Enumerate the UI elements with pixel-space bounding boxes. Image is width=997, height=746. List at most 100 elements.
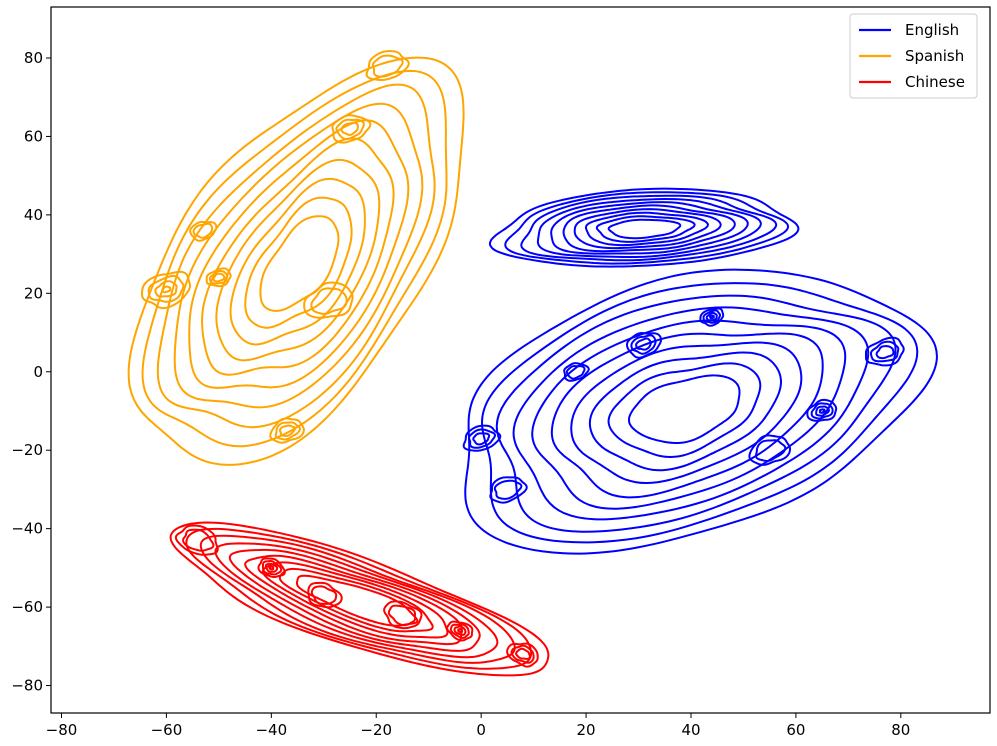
contour-line bbox=[506, 642, 539, 668]
contour-line bbox=[467, 428, 497, 449]
contour-line bbox=[335, 118, 365, 141]
contour-line bbox=[489, 476, 528, 504]
contour-line bbox=[595, 215, 696, 243]
contour-line bbox=[705, 311, 718, 322]
contour-line bbox=[531, 319, 847, 510]
contour-line bbox=[127, 56, 465, 466]
contour-line bbox=[550, 201, 749, 255]
contour-line bbox=[156, 83, 436, 429]
contour-line bbox=[154, 280, 178, 298]
contour-line bbox=[584, 211, 709, 247]
contour-line bbox=[495, 294, 897, 533]
x-tick-label: 0 bbox=[476, 721, 486, 739]
contour-line bbox=[488, 187, 800, 268]
contour-line bbox=[512, 306, 870, 521]
contour-line bbox=[562, 204, 736, 253]
contour-line bbox=[588, 351, 783, 472]
contour-line bbox=[453, 625, 467, 636]
contour-line bbox=[188, 119, 410, 389]
y-tick-label: 60 bbox=[24, 127, 43, 145]
x-tick-label: −80 bbox=[46, 721, 78, 739]
x-axis: −80 −60 −40 −20 0 20 40 60 80 bbox=[46, 713, 910, 739]
contour-line bbox=[815, 405, 830, 417]
contour-line bbox=[754, 439, 787, 463]
contour-line bbox=[699, 307, 725, 327]
contour-line bbox=[387, 604, 417, 627]
contour-series-english bbox=[462, 187, 938, 555]
contour-line bbox=[303, 281, 354, 319]
contour-line bbox=[174, 524, 219, 556]
contour-line bbox=[261, 560, 283, 576]
contour-line bbox=[806, 398, 838, 422]
contour-line bbox=[493, 479, 523, 500]
contour-line bbox=[331, 114, 372, 144]
y-tick-label: −60 bbox=[11, 598, 43, 616]
y-tick-label: −80 bbox=[11, 677, 43, 695]
x-tick-label: −40 bbox=[255, 721, 287, 739]
contour-line bbox=[607, 362, 762, 458]
contour-line bbox=[173, 102, 424, 409]
contour-line bbox=[189, 220, 218, 242]
contour-line bbox=[205, 267, 232, 288]
y-tick-label: 80 bbox=[24, 49, 43, 67]
contour-line bbox=[244, 554, 463, 646]
contour-line bbox=[457, 628, 464, 634]
contour-line bbox=[310, 585, 338, 605]
contour-line bbox=[295, 574, 419, 627]
contour-line bbox=[875, 345, 895, 360]
contour-line bbox=[748, 434, 792, 466]
contour-line bbox=[147, 274, 185, 303]
contour-line bbox=[709, 314, 715, 320]
contour-line bbox=[818, 408, 826, 414]
contour-line bbox=[199, 534, 516, 664]
x-tick-label: 60 bbox=[786, 721, 805, 739]
contour-line bbox=[215, 158, 381, 362]
contour-line bbox=[573, 208, 722, 250]
contour-line bbox=[365, 50, 410, 81]
contour-line bbox=[307, 581, 343, 609]
y-tick-label: −20 bbox=[11, 441, 43, 459]
contour-line bbox=[446, 620, 474, 642]
contour-line bbox=[278, 424, 297, 437]
contour-line bbox=[383, 600, 423, 630]
contour-line bbox=[269, 417, 305, 444]
contour-line bbox=[228, 548, 481, 652]
contour-line bbox=[201, 137, 395, 376]
y-axis: −80 −60 −40 −20 0 20 40 60 80 bbox=[11, 49, 51, 695]
contour-series-spanish bbox=[127, 50, 465, 466]
contour-line bbox=[192, 222, 214, 239]
contour-line bbox=[635, 337, 652, 351]
contour-line bbox=[185, 527, 533, 670]
legend-label-spanish: Spanish bbox=[905, 47, 964, 65]
contour-line bbox=[141, 270, 192, 310]
contour-line bbox=[627, 374, 741, 445]
y-tick-label: 0 bbox=[33, 363, 43, 381]
legend-box bbox=[849, 13, 978, 99]
contour-line bbox=[810, 402, 834, 420]
x-tick-label: −20 bbox=[360, 721, 392, 739]
y-tick-label: −40 bbox=[11, 520, 43, 538]
x-tick-label: −60 bbox=[151, 721, 183, 739]
contour-line bbox=[607, 218, 682, 240]
contour-line bbox=[626, 332, 662, 359]
contour-line bbox=[504, 191, 790, 265]
contour-line bbox=[510, 644, 535, 664]
contour-line bbox=[630, 334, 657, 355]
contour-line bbox=[169, 521, 550, 677]
x-tick-label: 80 bbox=[891, 721, 910, 739]
contour-line bbox=[515, 647, 531, 660]
y-tick-label: 40 bbox=[24, 206, 43, 224]
contour-line bbox=[229, 177, 366, 346]
contour-line bbox=[449, 623, 470, 639]
plot-area-frame bbox=[50, 6, 991, 714]
contour-line bbox=[264, 562, 279, 573]
x-tick-label: 20 bbox=[577, 721, 596, 739]
contour-line bbox=[536, 197, 762, 259]
x-tick-label: 40 bbox=[681, 721, 700, 739]
contour-line bbox=[161, 285, 172, 294]
contour-line bbox=[268, 565, 275, 571]
contour-line bbox=[481, 282, 919, 544]
contour-line bbox=[274, 421, 301, 441]
